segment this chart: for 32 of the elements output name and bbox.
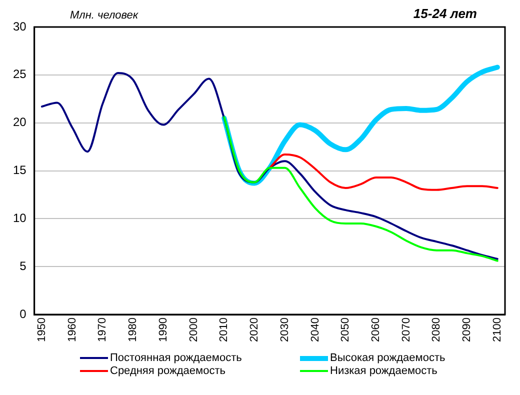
x-tick-label: 2070 [400, 318, 412, 342]
x-tick-label: 1980 [127, 318, 140, 342]
x-tick-label: 2010 [218, 318, 230, 342]
legend-label: Средняя рождаемость [110, 365, 226, 377]
line-series [223, 116, 498, 262]
x-tick-label: 1950 [36, 318, 48, 342]
x-tick-label: 1990 [157, 318, 170, 342]
y-tick-label: 10 [12, 211, 27, 225]
line-series [268, 153, 498, 191]
y-axis-title: Млн. человек [70, 10, 139, 22]
y-tick-label: 25 [12, 67, 27, 82]
x-tick-label: 2090 [461, 318, 474, 342]
line-series [40, 72, 498, 260]
y-tick-label: 0 [20, 306, 27, 321]
y-tick-label: 5 [20, 258, 27, 273]
legend-label: Низкая рождаемость [330, 365, 438, 377]
x-tick-label: 2020 [248, 318, 261, 342]
y-tick-label: 20 [12, 115, 27, 130]
x-tick-label: 1970 [96, 318, 109, 342]
x-tick-label: 2080 [430, 318, 443, 342]
x-tick-label: 2060 [370, 318, 382, 342]
x-tick-label: 2050 [340, 318, 352, 342]
x-tick-label: 2030 [278, 318, 291, 342]
x-tick-label: 1960 [66, 318, 78, 342]
y-tick-label: 15 [12, 163, 27, 178]
y-tick-label: 30 [12, 19, 27, 34]
chart-title: 15-24 лет [413, 6, 478, 22]
x-tick-label: 2100 [491, 318, 504, 342]
legend-label: Постоянная рождаемость [110, 352, 242, 364]
x-tick-label: 2040 [309, 318, 322, 342]
legend-label: Высокая рождаемость [330, 352, 446, 364]
x-tick-label: 2000 [188, 318, 200, 342]
